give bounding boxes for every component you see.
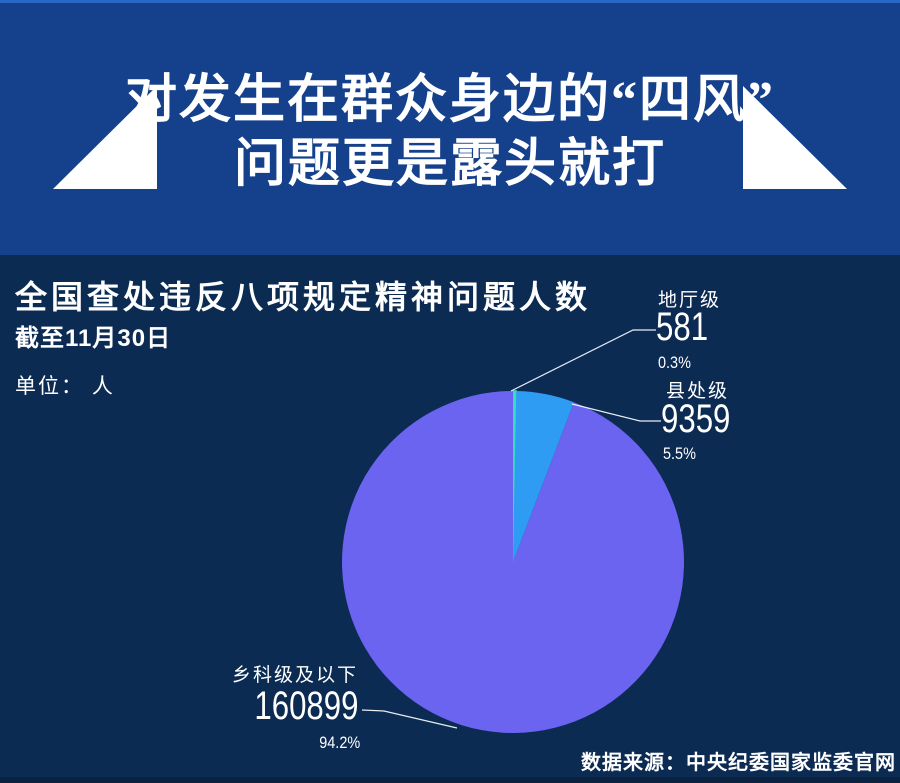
pie-slice-1 — [513, 391, 574, 562]
chart-date-note: 截至11月30日 — [15, 325, 172, 352]
slice-value-township: 160899 — [253, 684, 358, 728]
slice-label-county: 县处级 — [666, 381, 730, 402]
slice-label-prefecture: 地厅级 — [658, 290, 722, 311]
chart-unit-label: 单位： 人 — [15, 375, 115, 398]
leader-line-county — [571, 403, 661, 422]
banner-title: 对发生在群众身边的“四风” 问题更是露头就打 — [0, 69, 900, 197]
chart-title: 全国查处违反八项规定精神问题人数 — [15, 279, 592, 315]
banner-title-line1: 对发生在群众身边的“四风” — [124, 72, 775, 129]
leader-line-prefecture — [510, 329, 656, 392]
slice-percent-prefecture: 0.3% — [658, 353, 691, 372]
slice-label-township: 乡科级及以下 — [231, 665, 358, 686]
banner: 对发生在群众身边的“四风” 问题更是露头就打 — [0, 3, 900, 255]
slice-percent-county: 5.5% — [663, 444, 696, 463]
bottom-strip — [0, 777, 900, 783]
pie-slice-2 — [342, 391, 685, 733]
pie-slice-0 — [512, 390, 518, 563]
slice-percent-township: 94.2% — [319, 733, 360, 752]
data-source: 数据来源：中央纪委国家监委官网 — [581, 752, 896, 774]
slice-value-prefecture: 581 — [656, 305, 709, 349]
top-accent-line — [0, 0, 900, 3]
leader-line-township — [361, 709, 458, 729]
slice-value-county: 9359 — [661, 397, 731, 441]
pie-chart — [342, 329, 685, 733]
banner-title-line2: 问题更是露头就打 — [233, 136, 666, 193]
